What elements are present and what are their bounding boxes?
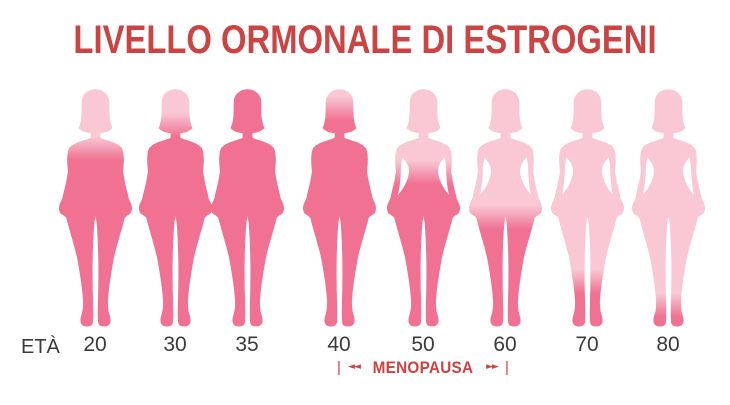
figure-column-age-40: 40 (299, 86, 380, 355)
figure-column-age-80: 80 (628, 86, 709, 355)
double-arrow-right-icon: ►► (486, 361, 499, 372)
silhouette-fill (386, 89, 460, 327)
silhouette-fill (468, 89, 542, 327)
woman-silhouette-icon (210, 89, 284, 327)
silhouette-fill (631, 89, 705, 327)
woman-silhouette-icon (138, 89, 212, 327)
double-arrow-left-icon: ◄◄ (348, 361, 361, 372)
page-title: LIVELLO ORMONALE DI ESTROGENI (73, 18, 657, 62)
age-label: 35 (235, 333, 259, 356)
age-label: 50 (411, 333, 435, 356)
menopause-right-bar: | (505, 358, 509, 376)
woman-silhouette-icon (58, 89, 132, 327)
figure-column-age-30: 30 (135, 86, 216, 355)
figure-column-age-60: 60 (465, 86, 546, 355)
figure-column-age-70: 70 (547, 86, 628, 355)
woman-silhouette-icon (386, 89, 460, 327)
silhouette-fill (58, 89, 132, 327)
menopause-left-bar: | (337, 358, 341, 376)
woman-silhouette-icon (631, 89, 705, 327)
silhouette-fill (302, 89, 376, 327)
woman-silhouette-icon (550, 89, 624, 327)
age-label: 30 (163, 333, 187, 356)
figure-column-age-20: 20 (55, 86, 136, 355)
silhouette-fill (210, 89, 284, 327)
age-label: 60 (493, 333, 517, 356)
menopause-label: MENOPAUSA (372, 357, 474, 377)
figure-column-age-35: 35 (207, 86, 288, 355)
age-label: 70 (575, 333, 599, 356)
menopause-annotation: | ◄◄ MENOPAUSA ►► | (337, 357, 509, 377)
age-label: 80 (656, 333, 680, 356)
age-label: 40 (327, 333, 351, 356)
woman-silhouette-icon (468, 89, 542, 327)
woman-silhouette-icon (302, 89, 376, 327)
age-axis-label: ETÀ (21, 336, 60, 358)
figure-column-age-50: 50 (383, 86, 464, 355)
silhouette-fill (550, 89, 624, 327)
silhouette-fill (138, 89, 212, 327)
age-label: 20 (83, 333, 107, 356)
